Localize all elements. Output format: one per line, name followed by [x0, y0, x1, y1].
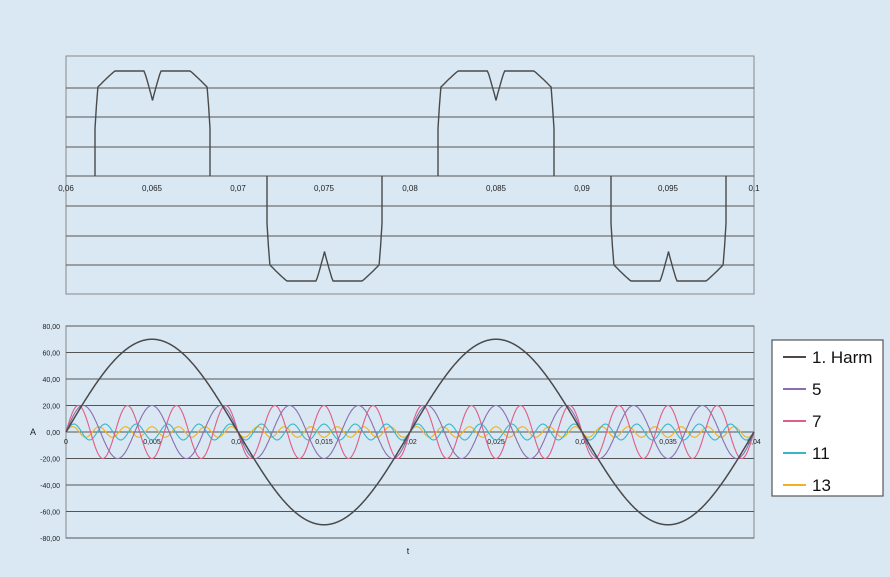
top-composite-pulse: [266, 176, 383, 282]
composite-waveform-chart: 0,06 0,065 0,07 0,075 0,08 0,085 0,09 0,095 0,1: [58, 55, 760, 295]
top-x-tick-label: 0,085: [486, 184, 507, 193]
top-x-tick-label: 0,09: [574, 184, 590, 193]
bottom-y-tick-label: -40,00: [40, 483, 60, 490]
legend-label: 1. Harm: [812, 348, 872, 367]
legend: 1. Harm 5 7 11 13: [771, 339, 884, 497]
legend-label: 11: [812, 444, 830, 463]
bottom-y-tick-label: 20,00: [42, 404, 60, 411]
bottom-y-tick-label: 60,00: [42, 351, 60, 358]
bottom-x-tick-label: 0,025: [487, 439, 505, 446]
bottom-x-tick-label: 0,03: [575, 439, 589, 446]
harmonics-chart: 80,00 60,00 40,00 20,00 0,00 -20,00 -40,00 -60,…: [30, 324, 761, 556]
bottom-x-tick-label: 0,035: [659, 439, 677, 446]
top-plot-area: [65, 55, 755, 295]
bottom-y-tick-label: 40,00: [42, 377, 60, 384]
top-x-tick-label: 0,095: [658, 184, 679, 193]
top-x-tick-labels: 0,06 0,065 0,07 0,075 0,08 0,085 0,09 0,095 0,1: [58, 184, 760, 193]
top-x-tick-label: 0,1: [748, 184, 760, 193]
top-composite-pulse: [94, 70, 211, 176]
legend-box: [771, 339, 884, 497]
top-composite-pulse: [610, 176, 727, 282]
bottom-x-tick-labels: 0 0,005 0,01 0,015 0,02 0,025 0,03 0,035 0,04: [64, 439, 761, 446]
bottom-series-group: [65, 338, 755, 526]
top-x-tick-label: 0,075: [314, 184, 335, 193]
bottom-x-tick-label: 0,015: [315, 439, 333, 446]
bottom-x-tick-label: 0,01: [231, 439, 245, 446]
bottom-x-tick-label: 0,04: [747, 439, 761, 446]
y-axis-label: A: [30, 427, 36, 437]
series-line-1-harm: [65, 338, 755, 526]
top-gridlines: [66, 87, 754, 266]
bottom-y-tick-label: 0,00: [46, 430, 60, 437]
bottom-y-tick-label: -20,00: [40, 457, 60, 464]
legend-label: 13: [812, 476, 831, 495]
bottom-x-tick-label: 0: [64, 439, 68, 446]
bottom-y-tick-label: -60,00: [40, 510, 60, 517]
top-x-tick-label: 0,065: [142, 184, 163, 193]
bottom-y-tick-labels: 80,00 60,00 40,00 20,00 0,00 -20,00 -40,00 -60,…: [40, 324, 60, 543]
top-x-tick-label: 0,06: [58, 184, 74, 193]
legend-label: 7: [812, 412, 821, 431]
bottom-x-tick-label: 0,005: [143, 439, 161, 446]
top-x-tick-label: 0,08: [402, 184, 418, 193]
x-axis-label: t: [407, 546, 410, 556]
bottom-x-tick-label: 0,02: [403, 439, 417, 446]
top-x-tick-label: 0,07: [230, 184, 246, 193]
bottom-y-tick-label: 80,00: [42, 324, 60, 331]
bottom-y-tick-label: -80,00: [40, 536, 60, 543]
legend-label: 5: [812, 380, 821, 399]
top-composite-pulse: [437, 70, 555, 176]
top-series-group: [94, 70, 727, 282]
